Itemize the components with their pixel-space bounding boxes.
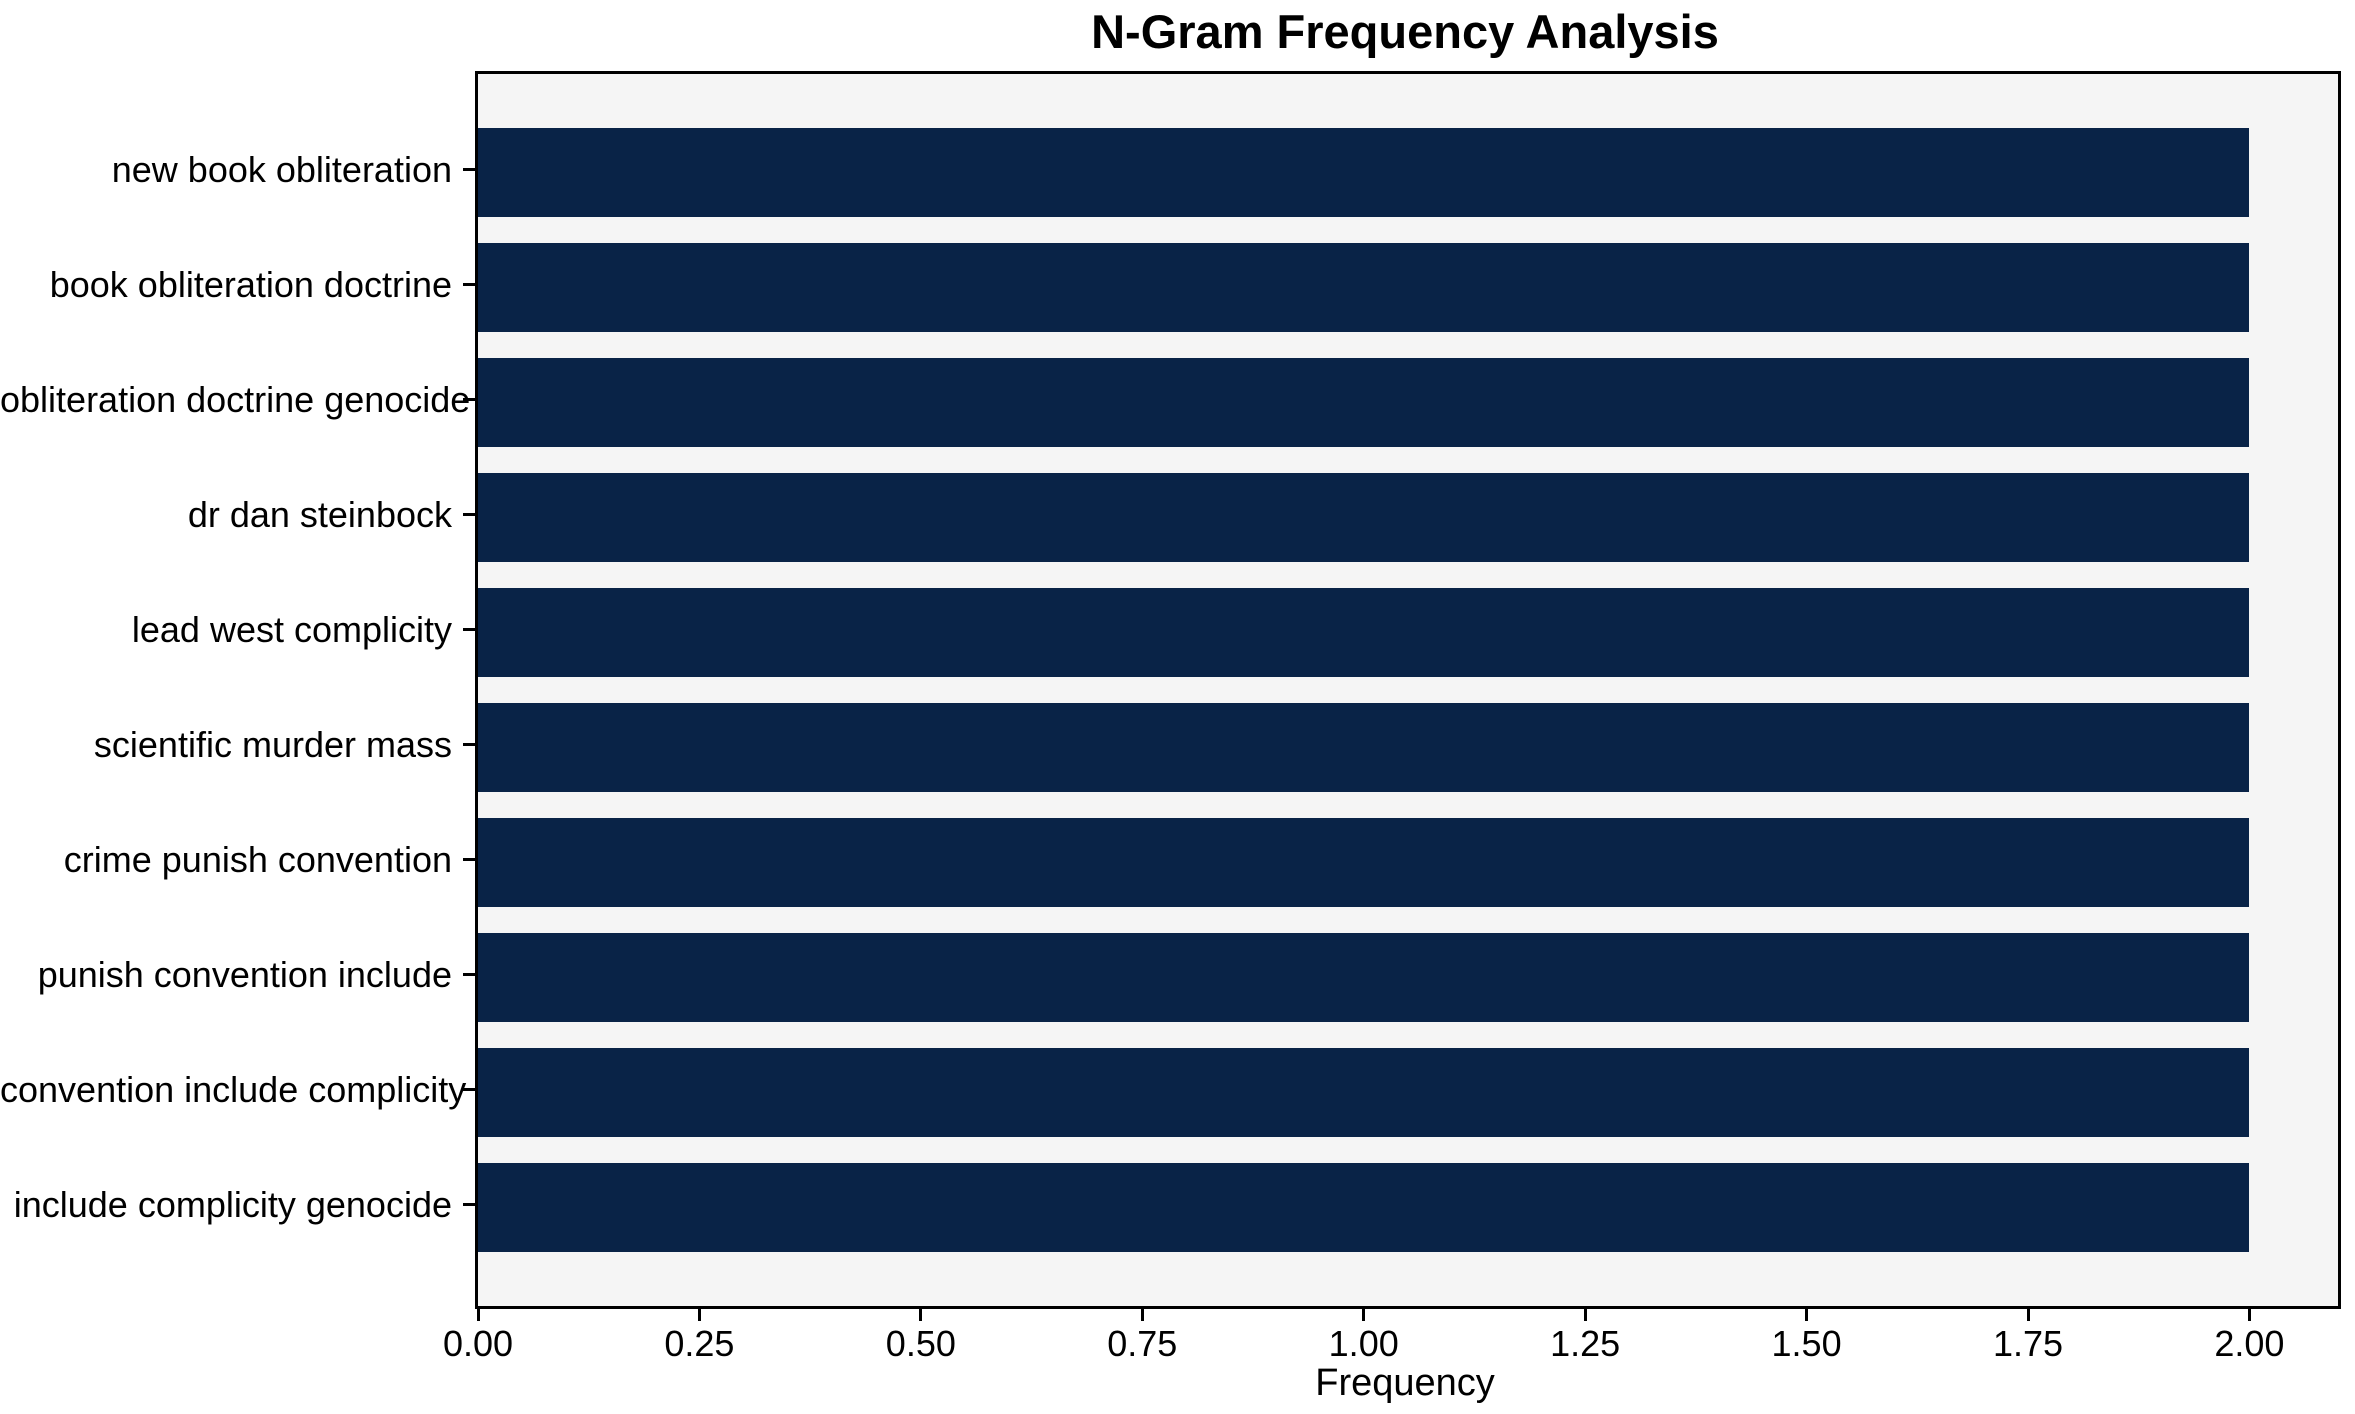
x-axis-label: Frequency: [1315, 1362, 1495, 1404]
y-tick-label: convention include complicity: [0, 1068, 467, 1110]
y-tick-mark: [463, 1203, 475, 1206]
x-tick-mark: [2247, 1309, 2251, 1321]
x-tick-label: 1.25: [1550, 1323, 1621, 1364]
x-tick-label: 0.00: [442, 1323, 514, 1364]
x-tick-label: 0.25: [664, 1323, 735, 1364]
bar: [478, 1163, 2250, 1252]
bar: [478, 128, 2250, 217]
x-tick-label: 1.00: [1328, 1323, 1399, 1364]
y-tick-label: book obliteration doctrine: [49, 263, 452, 305]
bar: [478, 933, 2250, 1022]
y-tick-mark: [463, 628, 475, 631]
y-tick-mark: [463, 513, 475, 516]
y-tick-label: new book obliteration: [111, 148, 452, 190]
plot-area: [475, 71, 2341, 1309]
bar: [478, 243, 2250, 332]
y-tick-label: scientific murder mass: [93, 723, 452, 765]
y-tick-label: crime punish convention: [63, 838, 452, 880]
x-tick-mark: [476, 1309, 480, 1321]
bar: [478, 358, 2250, 447]
x-tick-mark: [1805, 1309, 1809, 1321]
bar: [478, 703, 2250, 792]
x-tick-mark: [697, 1309, 701, 1321]
x-tick-mark: [919, 1309, 923, 1321]
y-tick-label: include complicity genocide: [13, 1183, 452, 1225]
y-tick-mark: [463, 398, 475, 401]
y-tick-mark: [463, 973, 475, 976]
x-tick-label: 0.75: [1107, 1323, 1178, 1364]
bar: [478, 1048, 2250, 1137]
y-tick-mark: [463, 1088, 475, 1091]
y-tick-label: lead west complicity: [131, 608, 452, 650]
y-tick-label: dr dan steinbock: [187, 493, 452, 535]
x-tick-mark: [1140, 1309, 1144, 1321]
x-tick-label: 1.50: [1771, 1323, 1842, 1364]
x-tick-mark: [1583, 1309, 1587, 1321]
y-tick-mark: [463, 858, 475, 861]
x-tick-label: 0.50: [885, 1323, 956, 1364]
x-tick-label: 1.75: [1992, 1323, 2064, 1364]
y-tick-mark: [463, 168, 475, 171]
chart-title: N-Gram Frequency Analysis: [1091, 5, 1719, 58]
bar: [478, 818, 2250, 907]
x-tick-label: 2.00: [2214, 1323, 2285, 1364]
y-tick-mark: [463, 283, 475, 286]
bar: [478, 473, 2250, 562]
y-tick-label: obliteration doctrine genocide: [0, 378, 471, 420]
x-tick-mark: [1362, 1309, 1366, 1321]
bar: [478, 588, 2250, 677]
y-tick-label: punish convention include: [37, 953, 452, 995]
y-tick-mark: [463, 743, 475, 746]
x-tick-mark: [2026, 1309, 2030, 1321]
